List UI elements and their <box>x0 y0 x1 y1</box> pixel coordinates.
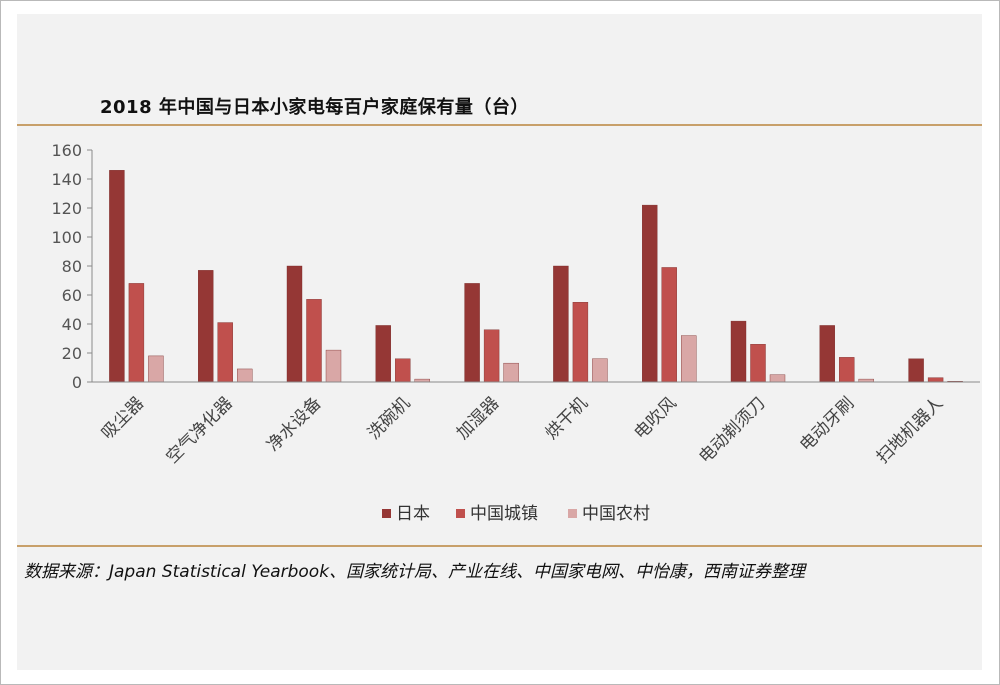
x-axis: 吸尘器 空气净化器 净水设备 洗碗机 加湿器 烘干机 电吹风 电动剃须刀 电动牙刷 扫地机器人 <box>92 381 980 468</box>
y-tick-label: 100 <box>51 228 82 247</box>
bar-0-5 <box>553 265 569 383</box>
bar-0-4 <box>464 283 480 383</box>
x-category-label: 扫地机器人 <box>873 393 947 467</box>
bar-0-2 <box>286 265 303 383</box>
legend-swatch-0 <box>382 509 391 518</box>
y-axis: 0 20 40 60 80 100 120 140 160 <box>51 141 93 392</box>
x-category-label: 净水设备 <box>263 393 325 455</box>
bar-2-7 <box>769 374 786 383</box>
y-tick-label: 40 <box>62 315 82 334</box>
legend-swatch-2 <box>568 509 577 518</box>
bar-1-8 <box>839 357 855 383</box>
bar-1-5 <box>572 302 589 383</box>
bar-2-6 <box>681 335 697 383</box>
legend-label-1: 中国城镇 <box>470 504 538 524</box>
y-tick-label: 120 <box>51 199 82 218</box>
bar-1-4 <box>483 329 500 383</box>
bar-0-8 <box>819 325 835 383</box>
legend-swatch-1 <box>456 509 465 518</box>
bar-0-3 <box>375 325 391 383</box>
bar-1-9 <box>927 377 944 383</box>
bar-1-1 <box>217 322 233 383</box>
legend-label-2: 中国农村 <box>582 504 650 524</box>
x-category-label: 电动剃须刀 <box>695 393 769 467</box>
bar-1-7 <box>750 344 766 383</box>
bar-1-6 <box>661 267 677 383</box>
legend: 日本 中国城镇 中国农村 <box>382 504 650 524</box>
source-divider <box>17 545 982 547</box>
x-category-label: 吸尘器 <box>98 393 148 443</box>
y-tick-label: 60 <box>62 286 82 305</box>
x-category-label: 空气净化器 <box>162 393 236 467</box>
y-tick-label: 140 <box>51 170 82 189</box>
bar-2-5 <box>592 358 608 383</box>
x-category-label: 加湿器 <box>453 393 503 443</box>
title-divider <box>17 124 982 126</box>
bar-1-2 <box>306 299 322 383</box>
chart-title: 2018 年中国与日本小家电每百户家庭保有量（台） <box>100 97 529 118</box>
bar-2-1 <box>236 368 253 383</box>
y-tick-label: 0 <box>72 373 82 392</box>
bar-0-1 <box>197 270 214 383</box>
bar-1-0 <box>128 283 145 383</box>
y-tick-label: 20 <box>62 344 82 363</box>
source-note: 数据来源：Japan Statistical Yearbook、国家统计局、产业… <box>24 562 806 582</box>
bar-0-9 <box>908 358 924 383</box>
bar-1-3 <box>395 358 411 383</box>
x-category-label: 烘干机 <box>542 393 592 443</box>
bar-group <box>109 170 963 383</box>
legend-label-0: 日本 <box>396 504 430 524</box>
bar-0-7 <box>730 320 747 383</box>
bar-2-0 <box>148 355 164 383</box>
x-category-label: 洗碗机 <box>364 393 414 443</box>
y-tick-label: 160 <box>51 141 82 160</box>
x-category-label: 电动牙刷 <box>796 393 858 455</box>
x-category-label: 电吹风 <box>631 393 681 443</box>
bar-0-0 <box>109 170 125 383</box>
bar-2-2 <box>325 349 342 383</box>
y-tick-label: 80 <box>62 257 82 276</box>
bar-2-4 <box>503 362 519 383</box>
bar-0-6 <box>642 204 658 383</box>
